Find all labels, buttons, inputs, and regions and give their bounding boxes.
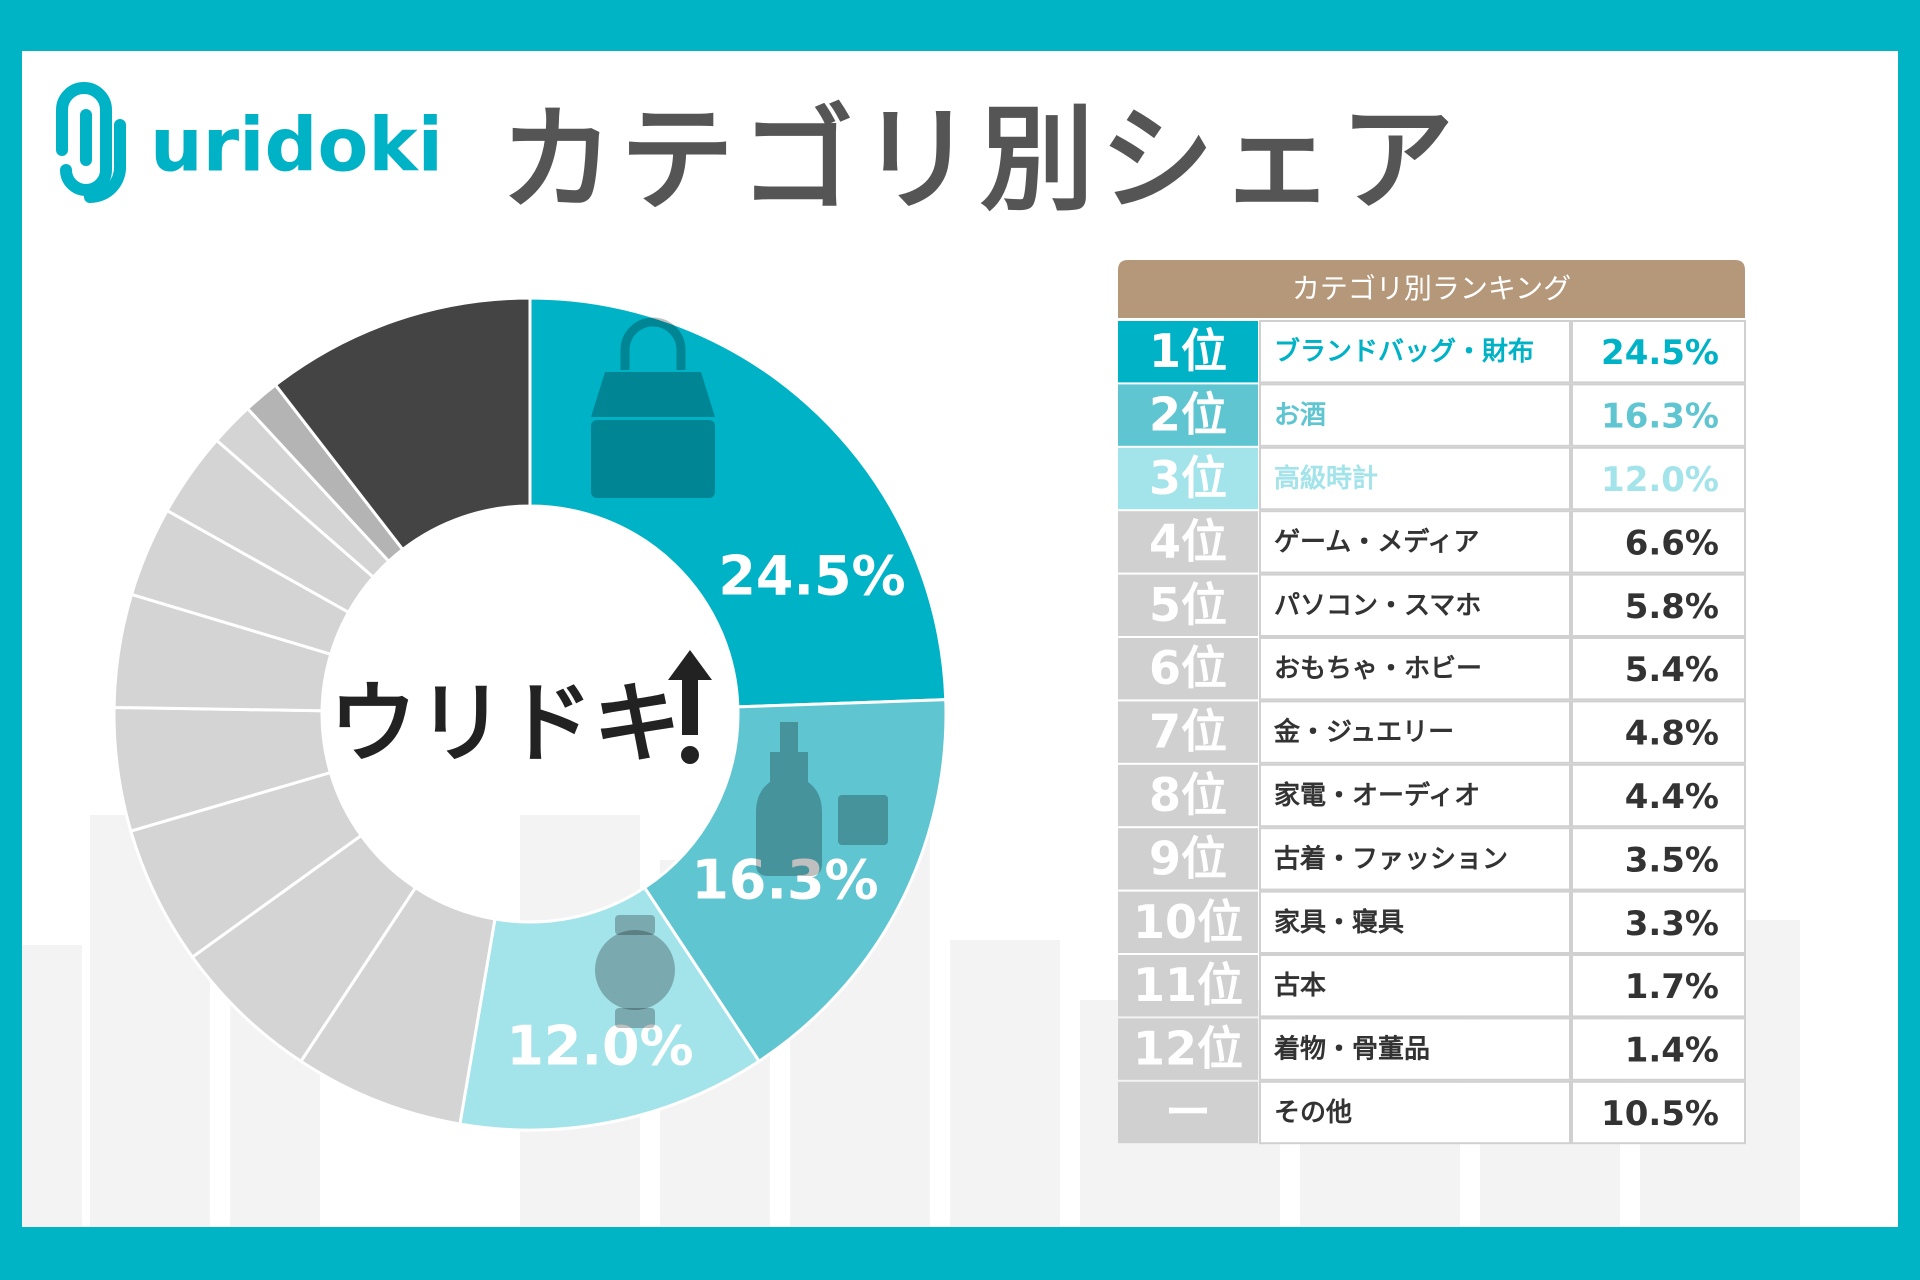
rank-cell	[1118, 321, 1258, 383]
rank: 5位	[1149, 578, 1227, 632]
table-header-text: カテゴリ別ランキング	[1292, 272, 1571, 305]
rank: 12位	[1133, 1022, 1243, 1076]
share-value: 12.0%	[1601, 460, 1719, 500]
value-cell	[1571, 510, 1746, 574]
category-name: ブランドバッグ・財布	[1274, 336, 1534, 367]
rank-cell	[1118, 891, 1258, 953]
name-cell	[1259, 890, 1571, 954]
donut-slice	[273, 296, 532, 552]
name-cell	[1259, 510, 1571, 574]
rank-cell	[1118, 638, 1258, 700]
donut-slice	[528, 296, 948, 709]
title: カテゴリ別シェア	[500, 93, 1460, 226]
value-cell	[1571, 446, 1746, 511]
rank: 4位	[1149, 514, 1227, 568]
slice-label: 24.5%	[718, 545, 905, 608]
category-name: 家具・寝具	[1274, 907, 1404, 938]
share-value: 5.4%	[1625, 650, 1719, 690]
category-name: ゲーム・メディア	[1274, 526, 1479, 557]
share-value: 6.6%	[1625, 523, 1719, 563]
name-cell	[1259, 827, 1571, 891]
donut-slice	[458, 885, 762, 1132]
value-cell	[1571, 827, 1746, 891]
share-value: 4.8%	[1625, 714, 1719, 754]
share-value: 16.3%	[1601, 397, 1719, 437]
rank: 2位	[1149, 388, 1227, 442]
rank: 7位	[1149, 705, 1227, 759]
name-cell	[1259, 446, 1571, 511]
category-name: その他	[1274, 1098, 1352, 1128]
rank: ー	[1165, 1085, 1211, 1139]
value-cell	[1571, 1080, 1746, 1145]
center-label: ウリドキ	[329, 672, 681, 775]
name-cell	[1259, 763, 1571, 828]
value-cell	[1571, 700, 1746, 764]
rank-cell	[1118, 955, 1258, 1017]
value-cell	[1571, 1017, 1746, 1081]
rank: 9位	[1149, 831, 1227, 885]
name-cell	[1259, 954, 1571, 1018]
share-value: 3.3%	[1625, 904, 1719, 944]
rank-cell	[1118, 1081, 1258, 1144]
center-arrow	[668, 650, 712, 764]
name-cell	[1259, 637, 1571, 701]
donut: 24.5% 16.3% 12.0%	[112, 296, 948, 1132]
table-header	[1118, 260, 1745, 318]
rank: 3位	[1149, 451, 1227, 505]
rank: 10位	[1133, 895, 1243, 949]
category-name: おもちゃ・ホビー	[1274, 654, 1482, 684]
rank: 8位	[1149, 768, 1227, 822]
category-name: 金・ジュエリー	[1273, 717, 1454, 748]
rank: 11位	[1133, 958, 1243, 1012]
rank-cell	[1118, 764, 1258, 827]
value-cell	[1571, 383, 1746, 447]
value-cell	[1571, 954, 1746, 1018]
category-name: パソコン・スマホ	[1274, 591, 1481, 621]
rank-cell	[1118, 1018, 1258, 1080]
donut-slice	[642, 698, 948, 1064]
rank-cell	[1118, 384, 1258, 446]
rank: 6位	[1149, 641, 1227, 695]
share-value: 3.5%	[1625, 840, 1719, 880]
category-name: お酒	[1274, 401, 1326, 431]
value-cell	[1571, 890, 1746, 954]
rank-cell	[1118, 574, 1258, 636]
rank: 1位	[1149, 324, 1227, 378]
rank-cell	[1118, 828, 1258, 890]
name-cell	[1259, 1017, 1571, 1081]
category-name: 家電・オーディオ	[1274, 780, 1480, 811]
ranking-table: カテゴリ別ランキング 1位 ブランドバッグ・財布 24.5% 2位 お酒 16.3% 3位 高級…	[1118, 260, 1746, 1145]
logo-icon	[56, 82, 127, 204]
value-cell	[1571, 320, 1746, 384]
rank-cell	[1118, 447, 1258, 510]
value-cell	[1571, 763, 1746, 828]
rank-cell	[1118, 701, 1258, 763]
name-cell	[1259, 383, 1571, 447]
name-cell	[1259, 320, 1571, 384]
slice-label: 12.0%	[506, 1015, 693, 1078]
logo: uridoki	[150, 103, 443, 189]
category-name: 着物・骨董品	[1273, 1034, 1430, 1065]
slice-label: 16.3%	[691, 849, 878, 912]
value-cell	[1571, 573, 1746, 637]
category-name: 古着・ファッション	[1274, 843, 1508, 874]
rank-cell	[1118, 511, 1258, 573]
value-cell	[1571, 637, 1746, 701]
category-name: 古本	[1274, 971, 1326, 1001]
name-cell	[1259, 573, 1571, 637]
name-cell	[1259, 700, 1571, 764]
name-cell	[1259, 1080, 1571, 1145]
slice-icons	[591, 317, 888, 1028]
share-value: 5.8%	[1625, 587, 1719, 627]
category-name: 高級時計	[1274, 463, 1378, 494]
share-value: 1.4%	[1625, 1031, 1719, 1071]
share-value: 10.5%	[1601, 1094, 1719, 1134]
share-value: 4.4%	[1625, 777, 1719, 817]
share-value: 24.5%	[1601, 333, 1719, 373]
share-value: 1.7%	[1625, 967, 1719, 1007]
